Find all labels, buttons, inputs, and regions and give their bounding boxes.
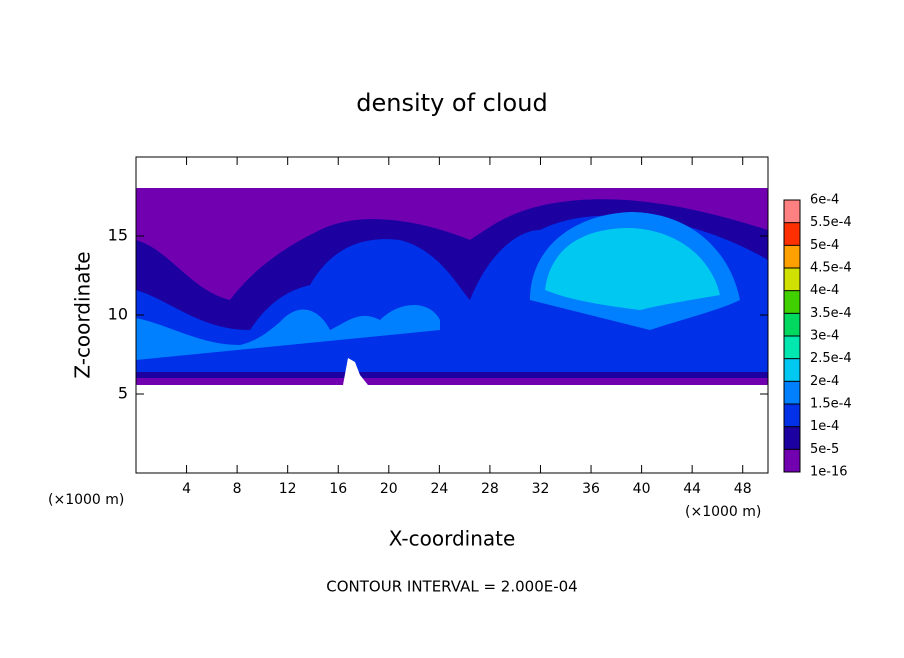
colorbar-label: 2e-4 (810, 374, 839, 389)
colorbar-label: 5e-4 (810, 238, 839, 253)
y-tick-label: 5 (118, 384, 128, 403)
colorbar-swatch (784, 313, 800, 336)
x-tick-label: 36 (582, 481, 600, 497)
y-tick-label: 10 (108, 305, 128, 324)
contour-band (136, 305, 440, 360)
y-unit-label: (×1000 m) (48, 492, 124, 508)
colorbar-swatch (784, 426, 800, 450)
colorbar-swatch (784, 336, 800, 359)
x-tick-label: 4 (182, 481, 191, 497)
colorbar-swatch (784, 245, 800, 268)
x-tick-label: 32 (532, 481, 550, 497)
x-axis-label: X-coordinate (389, 527, 516, 551)
colorbar-swatch (784, 268, 800, 291)
x-tick-label: 44 (683, 481, 701, 497)
contour-interval-note: CONTOUR INTERVAL = 2.000E-04 (326, 578, 577, 596)
x-tick-label: 12 (279, 481, 297, 497)
colorbar-label: 1e-4 (810, 419, 839, 434)
chart-title: density of cloud (356, 89, 547, 117)
colorbar-label: 5e-5 (810, 442, 839, 457)
colorbar-label: 3.5e-4 (810, 306, 852, 321)
colorbar-label: 4e-4 (810, 283, 839, 298)
missing-region (343, 358, 368, 385)
colorbar-label: 6e-4 (810, 193, 839, 208)
colorbar-label: 5.5e-4 (810, 215, 852, 230)
colorbar-label: 1e-16 (810, 465, 848, 480)
colorbar-label: 1.5e-4 (810, 397, 852, 412)
x-tick-label: 16 (329, 481, 347, 497)
y-tick-label: 15 (108, 226, 128, 245)
x-tick-label: 20 (380, 481, 398, 497)
colorbar-swatch (784, 358, 800, 382)
colorbar-label: 3e-4 (810, 329, 839, 344)
x-tick-label: 24 (430, 481, 448, 497)
x-tick-label: 40 (633, 481, 651, 497)
colorbar-label: 4.5e-4 (810, 261, 852, 276)
colorbar-label: 2.5e-4 (810, 351, 852, 366)
colorbar-swatch (784, 404, 800, 427)
contour-field (136, 188, 768, 385)
colorbar-swatch (784, 381, 800, 404)
colorbar-swatch (784, 290, 800, 314)
colorbar-swatch (784, 200, 800, 223)
x-tick-label: 28 (481, 481, 499, 497)
contour-band (545, 228, 720, 310)
x-tick-label: 48 (734, 481, 752, 497)
colorbar-swatch (784, 222, 800, 246)
x-unit-label: (×1000 m) (685, 504, 761, 520)
colorbar-swatch (784, 449, 800, 472)
y-axis-label: Z-coordinate (71, 251, 95, 378)
x-tick-label: 8 (233, 481, 242, 497)
